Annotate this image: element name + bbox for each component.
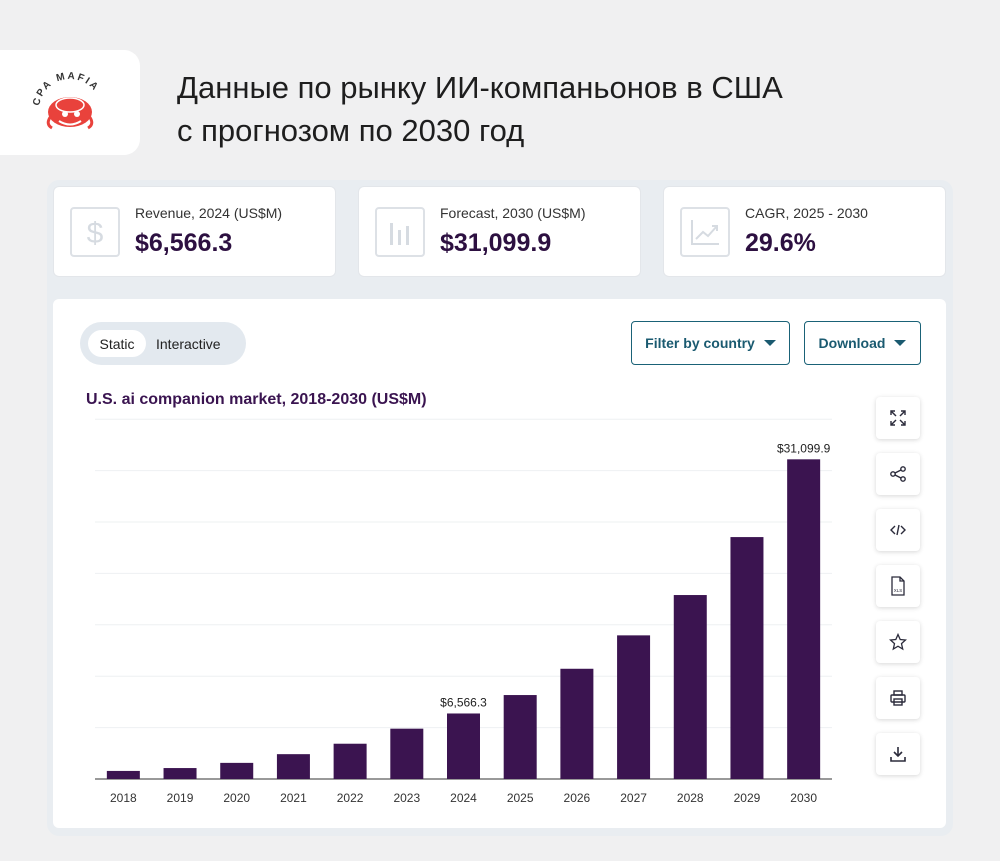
bar-2030[interactable] (787, 459, 821, 779)
x-tick-label: 2023 (393, 791, 420, 805)
bar-2025[interactable] (503, 695, 537, 779)
share-button[interactable] (876, 453, 920, 495)
x-tick-label: 2027 (620, 791, 647, 805)
stat-label: Forecast, 2030 (US$M) (440, 205, 586, 221)
toggle-static[interactable]: Static (88, 330, 146, 357)
stat-card-cagr: CAGR, 2025 - 2030 29.6% (663, 186, 946, 277)
stat-value: $6,566.3 (135, 229, 233, 257)
xls-file-icon: XLS (891, 576, 905, 596)
headline-line-2: с прогнозом по 2030 год (177, 113, 525, 148)
x-tick-label: 2030 (790, 791, 817, 805)
x-tick-label: 2029 (734, 791, 761, 805)
chart-title: U.S. ai companion market, 2018-2030 (US$… (86, 391, 427, 408)
bar-2021[interactable] (276, 754, 310, 779)
export-xls-button[interactable]: XLS (876, 565, 920, 607)
bar-2022[interactable] (333, 743, 367, 779)
x-tick-label: 2018 (110, 791, 137, 805)
filter-label: Filter by country (645, 335, 755, 351)
stat-card-forecast: Forecast, 2030 (US$M) $31,099.9 (358, 186, 641, 277)
dollar-icon: $ (70, 207, 120, 257)
bar-2029[interactable] (730, 537, 764, 779)
brand-logo-card: CPA MAFIA (0, 50, 140, 155)
svg-text:XLS: XLS (894, 588, 903, 593)
print-button[interactable] (876, 677, 920, 719)
stat-label: Revenue, 2024 (US$M) (135, 205, 283, 221)
bar-2020[interactable] (220, 762, 254, 779)
embed-code-button[interactable] (876, 509, 920, 551)
view-toggle: Static Interactive (80, 322, 246, 365)
expand-button[interactable] (876, 397, 920, 439)
x-tick-label: 2026 (564, 791, 591, 805)
stat-card-revenue: $ Revenue, 2024 (US$M) $6,566.3 (53, 186, 336, 277)
cpa-mafia-logo: CPA MAFIA (31, 70, 99, 129)
bar-2019[interactable] (163, 768, 197, 779)
caret-down-icon (763, 340, 776, 346)
x-tick-label: 2020 (223, 791, 250, 805)
data-label: $31,099.9 (777, 441, 831, 455)
trend-up-icon (680, 207, 730, 257)
share-icon (890, 466, 906, 482)
x-tick-label: 2028 (677, 791, 704, 805)
stat-label: CAGR, 2025 - 2030 (745, 205, 868, 221)
download-icon (890, 747, 906, 762)
stat-value: $31,099.9 (440, 229, 552, 257)
download-label: Download (818, 335, 886, 351)
download-dropdown-button[interactable]: Download (804, 321, 921, 365)
svg-text:$: $ (87, 217, 104, 249)
bar-2027[interactable] (617, 635, 651, 779)
headline-line-1: Данные по рынку ИИ-компаньонов в США (177, 70, 783, 105)
filter-by-country-button[interactable]: Filter by country (631, 321, 790, 365)
x-tick-label: 2021 (280, 791, 307, 805)
download-button[interactable] (876, 733, 920, 775)
x-tick-label: 2025 (507, 791, 534, 805)
bar-2028[interactable] (673, 595, 707, 779)
embed-code-icon (890, 524, 906, 536)
x-tick-label: 2024 (450, 791, 477, 805)
x-tick-label: 2022 (337, 791, 364, 805)
expand-icon (890, 410, 906, 426)
bar-2026[interactable] (560, 668, 594, 779)
favorite-button[interactable] (876, 621, 920, 663)
page-headline: Данные по рынку ИИ-компаньонов в США с п… (177, 66, 877, 152)
bar-2018[interactable] (106, 770, 140, 779)
bar-chart-icon (375, 207, 425, 257)
stat-value: 29.6% (745, 229, 816, 257)
print-icon (890, 690, 906, 706)
data-label: $6,566.3 (440, 695, 487, 709)
toggle-interactive[interactable]: Interactive (156, 335, 221, 352)
caret-down-icon (894, 340, 907, 346)
x-tick-label: 2019 (167, 791, 194, 805)
bar-2024[interactable] (447, 713, 480, 779)
bar-2023[interactable] (390, 728, 424, 779)
star-icon (889, 633, 907, 651)
